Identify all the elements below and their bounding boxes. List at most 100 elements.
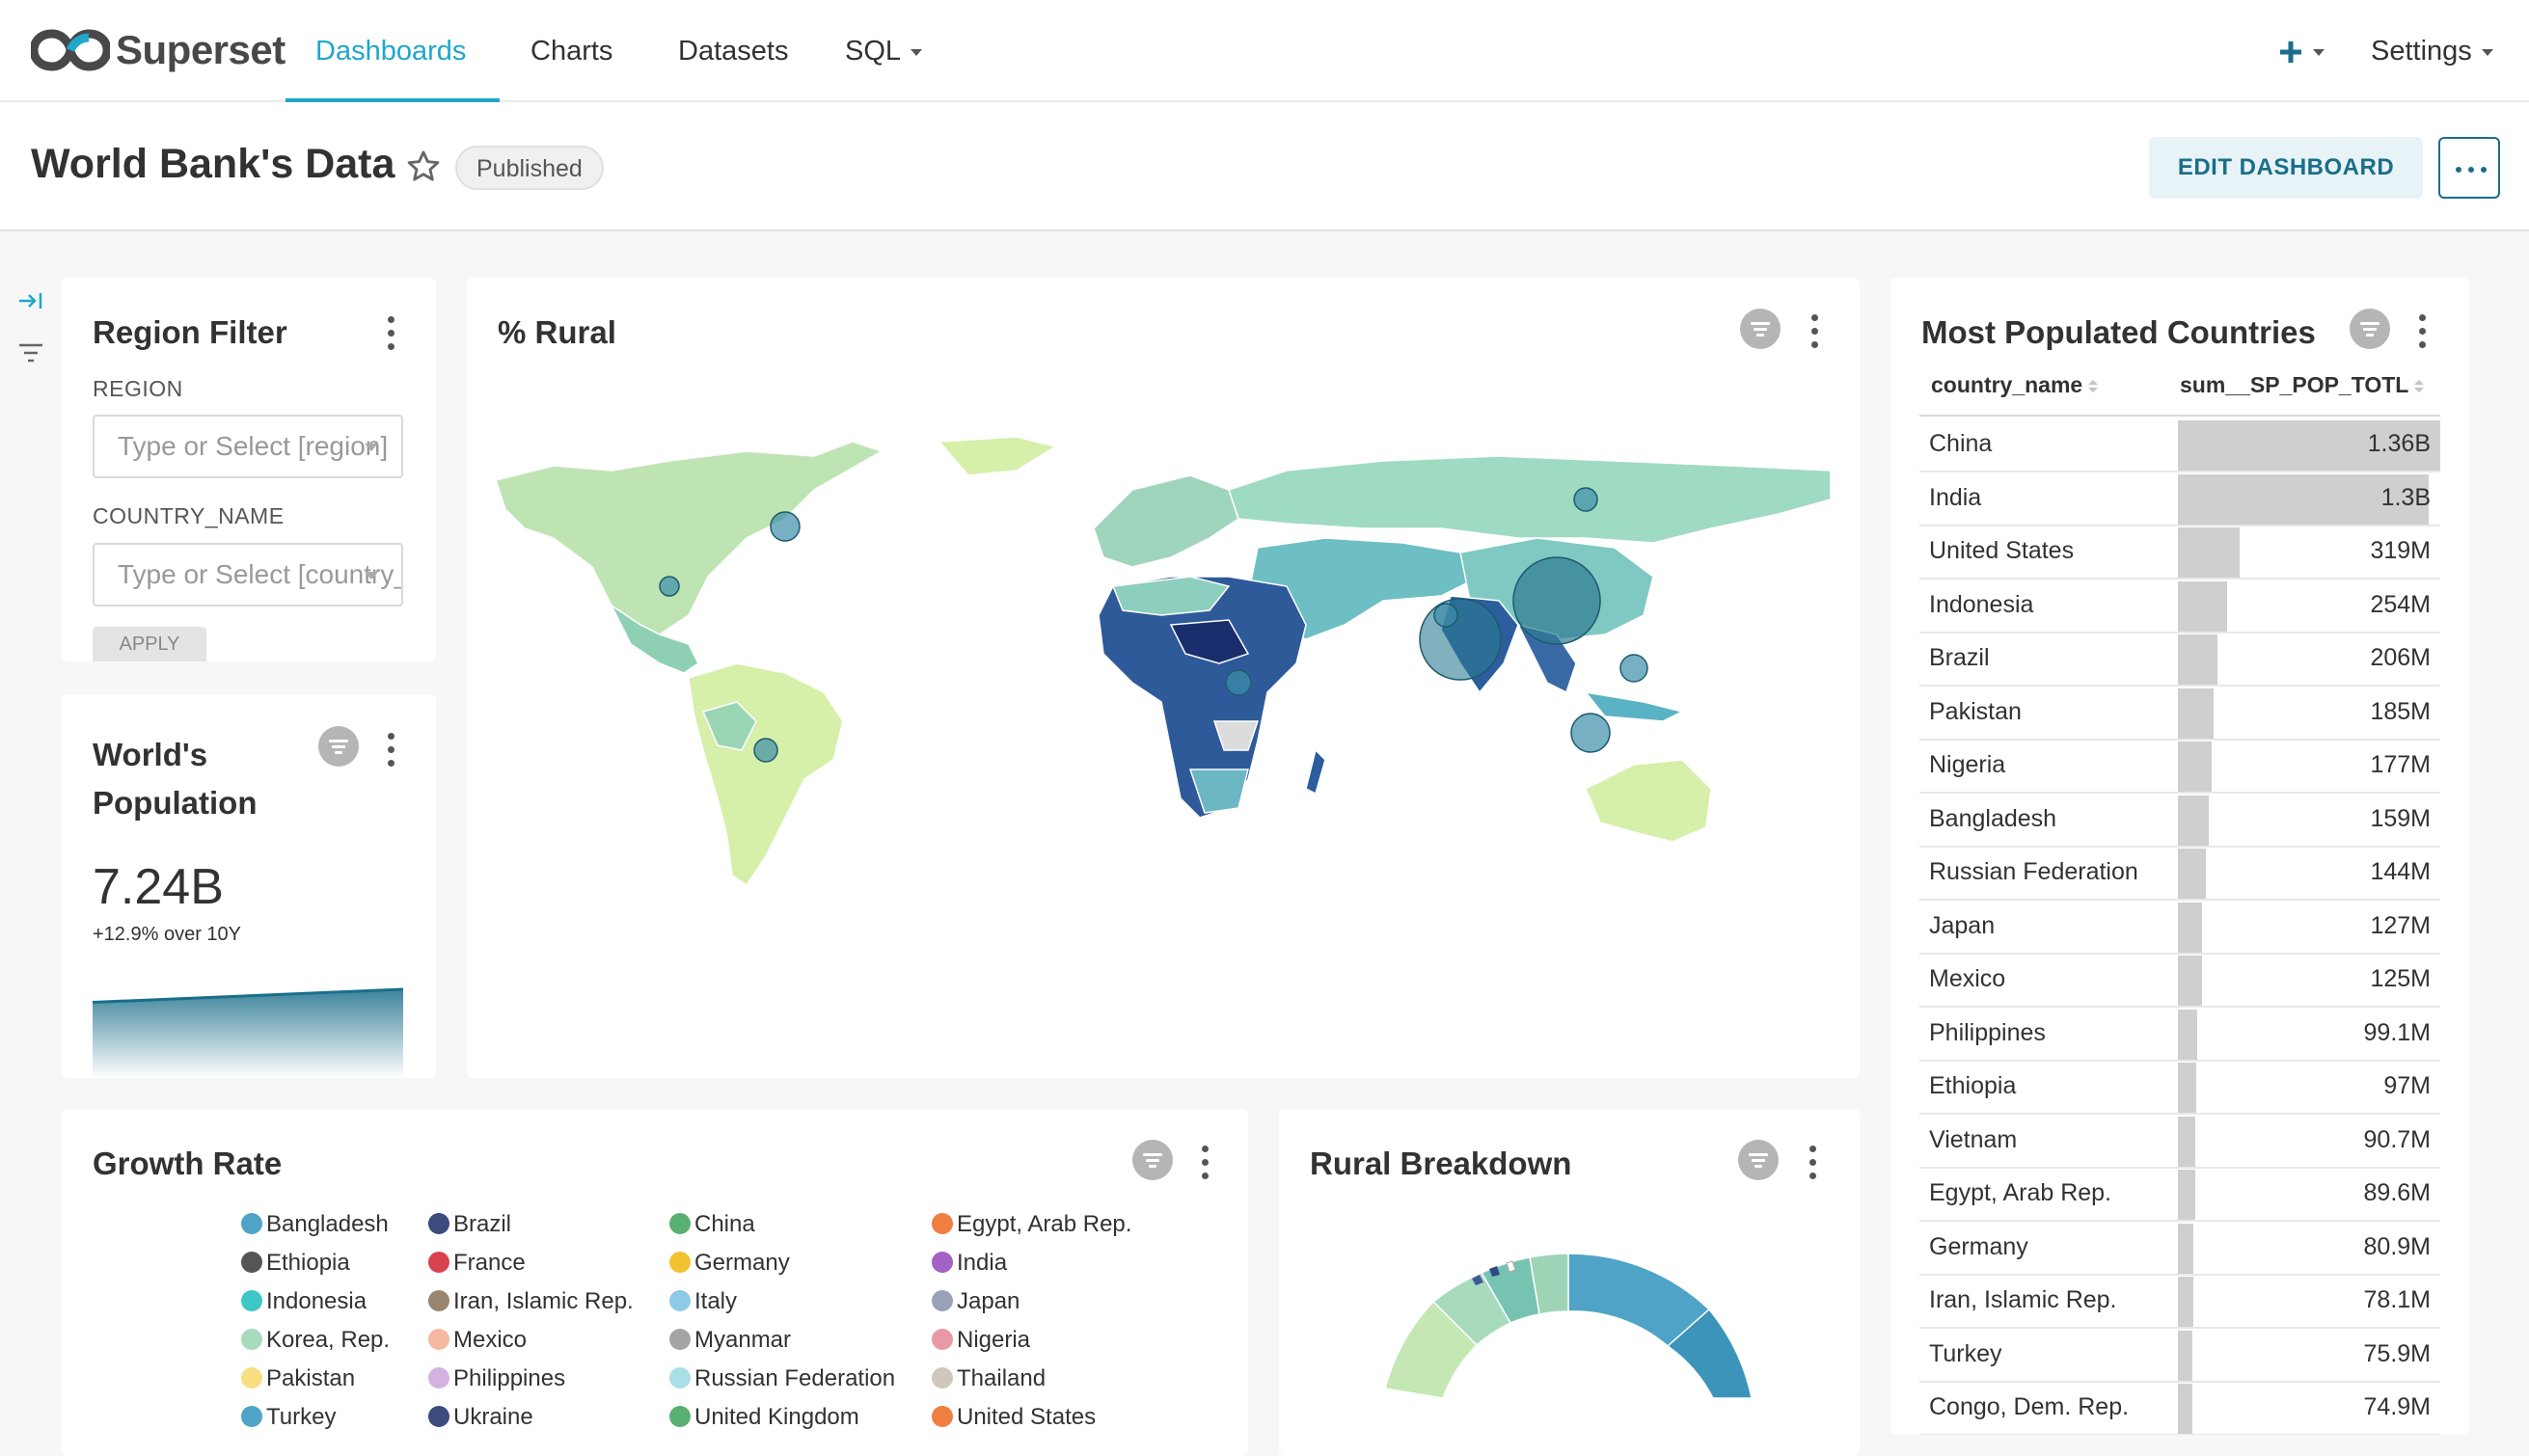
settings-menu[interactable]: Settings bbox=[2371, 29, 2493, 73]
table-row[interactable]: Nigeria 177M bbox=[1919, 740, 2440, 794]
table-row[interactable]: Iran, Islamic Rep. 78.1M bbox=[1919, 1275, 2440, 1329]
bubble-brazil[interactable] bbox=[753, 738, 778, 763]
legend-item[interactable]: Ethiopia bbox=[241, 1250, 350, 1277]
table-row[interactable]: Russian Federation 144M bbox=[1919, 847, 2440, 901]
legend-item[interactable]: United States bbox=[932, 1404, 1096, 1431]
table-row[interactable]: Philippines 99.1M bbox=[1919, 1008, 2440, 1062]
table-row[interactable]: Germany 80.9M bbox=[1919, 1222, 2440, 1276]
legend-item[interactable]: Mexico bbox=[428, 1327, 527, 1354]
sunburst-segment[interactable] bbox=[1431, 1272, 1512, 1347]
filter-badge-icon[interactable] bbox=[2350, 309, 2390, 349]
bubble-usa[interactable] bbox=[770, 511, 801, 542]
legend-item[interactable]: Japan bbox=[932, 1288, 1020, 1315]
legend-item[interactable]: Egypt, Arab Rep. bbox=[932, 1211, 1131, 1238]
bubble-ethiopia[interactable] bbox=[1225, 669, 1252, 696]
sort-icon[interactable] bbox=[2088, 379, 2099, 393]
table-row[interactable]: India 1.3B bbox=[1919, 472, 2440, 526]
bubble-japan[interactable] bbox=[1619, 654, 1648, 683]
world-map[interactable] bbox=[496, 432, 1831, 972]
madagascar[interactable] bbox=[1305, 748, 1326, 795]
filter-badge-icon[interactable] bbox=[318, 726, 359, 767]
card-menu-icon[interactable] bbox=[2417, 314, 2427, 353]
bubble-china[interactable] bbox=[1512, 556, 1601, 645]
more-actions-button[interactable] bbox=[2438, 137, 2500, 199]
bubble-mexico[interactable] bbox=[659, 576, 680, 597]
legend-item[interactable]: Thailand bbox=[932, 1365, 1046, 1392]
table-row[interactable]: Indonesia 254M bbox=[1919, 580, 2440, 634]
sunburst-segment[interactable] bbox=[1666, 1308, 1752, 1399]
legend-item[interactable]: Korea, Rep. bbox=[241, 1327, 390, 1354]
legend-item[interactable]: Ukraine bbox=[428, 1404, 533, 1431]
legend-item[interactable]: Italy bbox=[669, 1288, 737, 1315]
card-menu-icon[interactable] bbox=[386, 733, 395, 771]
legend-item[interactable]: Russian Federation bbox=[669, 1365, 895, 1392]
legend-item[interactable]: Indonesia bbox=[241, 1288, 367, 1315]
bubble-india[interactable] bbox=[1419, 598, 1502, 681]
greenland[interactable] bbox=[938, 436, 1057, 476]
favorite-star-icon[interactable] bbox=[405, 148, 442, 185]
sunburst-segment[interactable] bbox=[1529, 1254, 1569, 1315]
expand-filters-icon[interactable] bbox=[17, 287, 44, 314]
russia[interactable] bbox=[1228, 455, 1831, 544]
sunburst-segment[interactable] bbox=[1506, 1260, 1516, 1273]
table-row[interactable]: Egypt, Arab Rep. 89.6M bbox=[1919, 1168, 2440, 1222]
table-row[interactable]: Congo, Dem. Rep. 74.9M bbox=[1919, 1382, 2440, 1435]
column-header-country-name[interactable]: country_name bbox=[1931, 372, 2099, 398]
table-row[interactable]: China 1.36B bbox=[1919, 418, 2440, 472]
sunburst-segment[interactable] bbox=[1489, 1266, 1500, 1277]
dashboard-title[interactable]: World Bank's Data bbox=[31, 141, 395, 187]
card-menu-icon[interactable] bbox=[386, 316, 395, 355]
table-row[interactable]: Brazil 206M bbox=[1919, 633, 2440, 687]
central-america[interactable] bbox=[610, 603, 699, 674]
superset-logo[interactable]: Superset bbox=[31, 25, 286, 75]
nav-datasets[interactable]: Datasets bbox=[678, 36, 789, 67]
legend-item[interactable]: China bbox=[669, 1211, 755, 1238]
card-menu-icon[interactable] bbox=[1200, 1146, 1210, 1184]
legend-item[interactable]: Philippines bbox=[428, 1365, 565, 1392]
sunburst-segment[interactable] bbox=[1384, 1300, 1479, 1399]
edit-dashboard-button[interactable]: EDIT DASHBOARD bbox=[2149, 137, 2423, 199]
table-row[interactable]: United States 319M bbox=[1919, 526, 2440, 580]
filter-badge-icon[interactable] bbox=[1740, 309, 1781, 349]
legend-item[interactable]: United Kingdom bbox=[669, 1404, 859, 1431]
europe[interactable] bbox=[1093, 474, 1239, 568]
legend-item[interactable]: Germany bbox=[669, 1250, 790, 1277]
status-badge[interactable]: Published bbox=[455, 146, 604, 190]
legend-item[interactable]: Pakistan bbox=[241, 1365, 355, 1392]
legend-item[interactable]: Nigeria bbox=[932, 1327, 1030, 1354]
filter-badge-icon[interactable] bbox=[1132, 1140, 1173, 1180]
southern-africa[interactable] bbox=[1188, 768, 1249, 814]
filter-badge-icon[interactable] bbox=[1738, 1140, 1779, 1180]
table-row[interactable]: Ethiopia 97M bbox=[1919, 1061, 2440, 1115]
legend-item[interactable]: Turkey bbox=[241, 1404, 336, 1431]
nav-charts[interactable]: Charts bbox=[530, 36, 613, 67]
table-row[interactable]: Pakistan 185M bbox=[1919, 687, 2440, 741]
table-row[interactable]: Vietnam 90.7M bbox=[1919, 1115, 2440, 1169]
legend-item[interactable]: Bangladesh bbox=[241, 1211, 389, 1238]
card-menu-icon[interactable] bbox=[1808, 1146, 1817, 1184]
south-america[interactable] bbox=[688, 662, 844, 887]
bubble-russia[interactable] bbox=[1573, 487, 1598, 512]
table-row[interactable]: Turkey 75.9M bbox=[1919, 1329, 2440, 1383]
legend-item[interactable]: Brazil bbox=[428, 1211, 511, 1238]
table-row[interactable]: Japan 127M bbox=[1919, 901, 2440, 955]
table-row[interactable]: Bangladesh 159M bbox=[1919, 794, 2440, 848]
legend-item[interactable]: Iran, Islamic Rep. bbox=[428, 1288, 634, 1315]
sahel[interactable] bbox=[1169, 619, 1250, 664]
legend-item[interactable]: France bbox=[428, 1250, 526, 1277]
region-select[interactable]: Type or Select [region] bbox=[93, 415, 403, 478]
nav-dashboards[interactable]: Dashboards bbox=[315, 36, 467, 67]
card-menu-icon[interactable] bbox=[1809, 314, 1819, 353]
bubble-pakistan[interactable] bbox=[1433, 603, 1458, 628]
legend-item[interactable]: Myanmar bbox=[669, 1327, 791, 1354]
sort-icon[interactable] bbox=[2414, 379, 2425, 393]
peru-bolivia[interactable] bbox=[701, 701, 757, 751]
add-new-menu[interactable] bbox=[2278, 29, 2325, 73]
column-header-population[interactable]: sum__SP_POP_TOTL bbox=[2180, 372, 2425, 398]
legend-item[interactable]: India bbox=[932, 1250, 1007, 1277]
filter-icon[interactable] bbox=[17, 339, 44, 366]
sunburst-segment[interactable] bbox=[1472, 1275, 1483, 1285]
table-row[interactable]: Mexico 125M bbox=[1919, 954, 2440, 1008]
bubble-indonesia[interactable] bbox=[1570, 713, 1611, 753]
no-data-region[interactable] bbox=[1212, 720, 1260, 751]
